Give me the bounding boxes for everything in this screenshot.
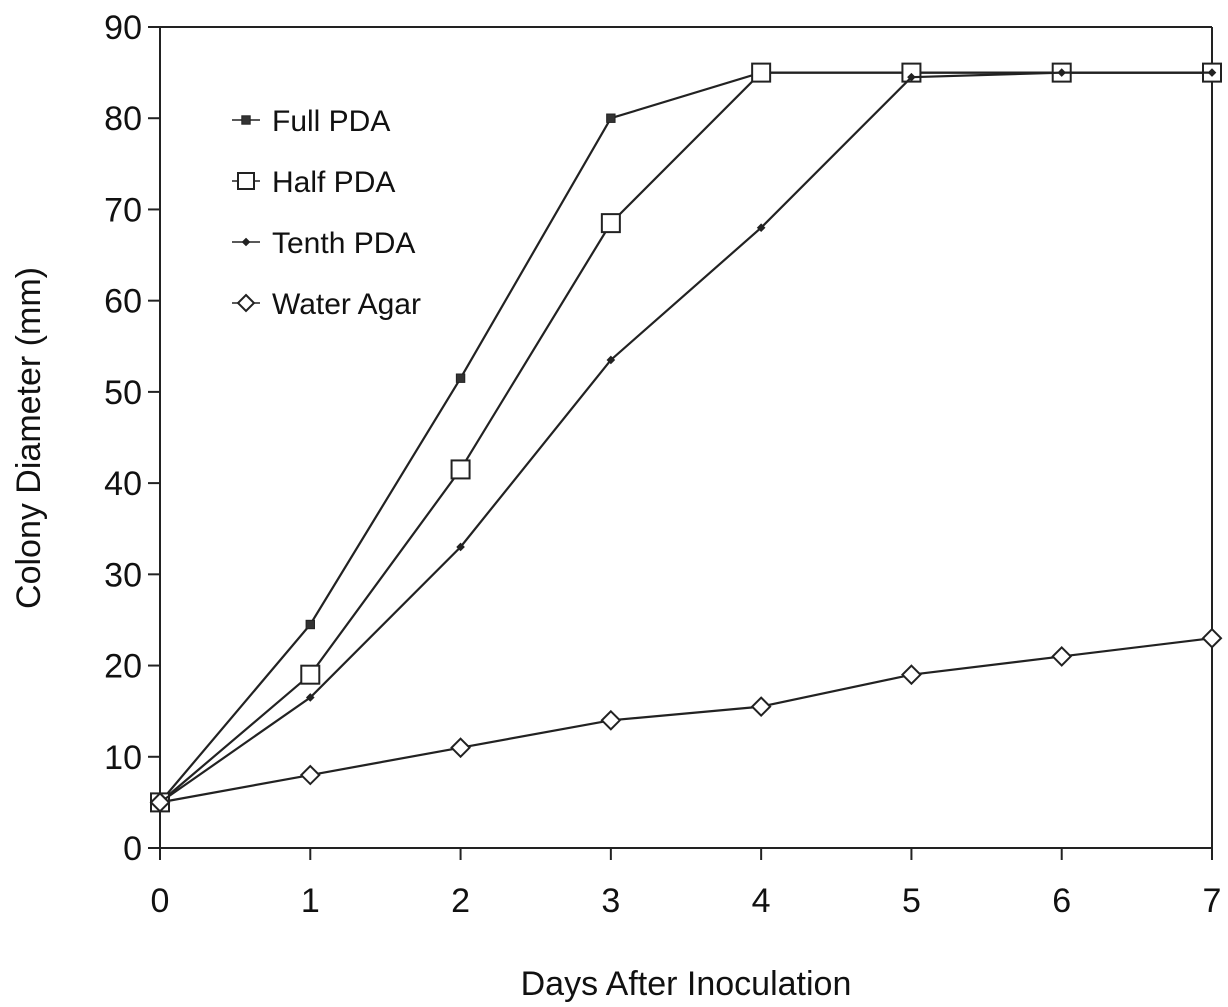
y-tick-label: 0 xyxy=(123,830,142,868)
y-tick-label: 30 xyxy=(104,556,142,594)
legend-item-half-pda: Half PDA xyxy=(232,166,395,199)
data-point-water-agar xyxy=(149,791,171,813)
data-point-water-agar xyxy=(450,737,471,759)
legend-marker-tenth-pda xyxy=(241,237,251,247)
x-tick-label: 7 xyxy=(1203,882,1222,920)
legend-marker-half-pda xyxy=(237,172,255,190)
x-tick-label: 5 xyxy=(902,882,921,920)
data-point-full-pda xyxy=(455,373,466,383)
legend-marker-water-agar xyxy=(236,293,256,313)
legend-item-tenth-pda: Tenth PDA xyxy=(232,227,415,260)
legend-marker-full-pda xyxy=(241,115,251,125)
series-layer xyxy=(149,62,1223,813)
y-tick-label: 90 xyxy=(104,9,142,47)
x-tick-label: 4 xyxy=(752,882,771,920)
data-point-tenth-pda xyxy=(756,223,766,232)
legend-item-water-agar: Water Agar xyxy=(232,288,421,321)
data-point-tenth-pda xyxy=(606,355,616,365)
y-tick-label: 20 xyxy=(104,648,142,686)
y-ticks: 0 10 20 30 40 50 60 70 80 90 xyxy=(104,9,160,868)
data-point-tenth-pda xyxy=(305,693,315,702)
x-ticks: 0 1 2 3 4 5 6 7 xyxy=(151,848,1222,920)
y-tick-label: 80 xyxy=(104,100,142,138)
legend-label: Tenth PDA xyxy=(272,227,415,260)
y-axis-title: Colony Diameter (mm) xyxy=(10,267,48,609)
data-point-full-pda xyxy=(305,619,315,630)
x-tick-label: 2 xyxy=(451,882,470,920)
data-point-water-agar xyxy=(600,709,622,731)
data-point-tenth-pda xyxy=(1207,68,1217,77)
x-tick-label: 0 xyxy=(151,882,170,920)
series-water-agar xyxy=(149,627,1223,813)
series-tenth-pda xyxy=(155,68,1217,807)
x-tick-label: 6 xyxy=(1052,882,1071,920)
series-line-tenth-pda xyxy=(159,71,1212,804)
data-point-water-agar xyxy=(1201,627,1223,649)
data-point-half-pda xyxy=(751,62,772,83)
data-point-tenth-pda xyxy=(1057,68,1067,77)
data-point-water-agar xyxy=(901,664,922,686)
data-point-water-agar xyxy=(1051,646,1073,667)
y-tick-label: 60 xyxy=(104,283,142,321)
legend: Full PDA Half PDA Tenth PDA Water Agar xyxy=(232,105,421,321)
legend-label: Full PDA xyxy=(272,105,390,138)
x-tick-label: 1 xyxy=(301,882,320,920)
data-point-half-pda xyxy=(300,664,321,685)
y-tick-label: 10 xyxy=(104,739,142,777)
data-point-tenth-pda xyxy=(456,542,465,552)
plot-frame xyxy=(160,26,1213,848)
y-tick-label: 70 xyxy=(104,191,142,229)
legend-label: Water Agar xyxy=(272,288,421,321)
series-line-water-agar xyxy=(159,637,1213,804)
x-axis-title: Days After Inoculation xyxy=(521,965,852,1003)
data-point-half-pda xyxy=(450,459,471,480)
data-point-full-pda xyxy=(606,113,616,123)
x-tick-label: 3 xyxy=(601,882,620,920)
y-tick-label: 50 xyxy=(104,374,142,412)
legend-label: Half PDA xyxy=(272,166,395,199)
data-point-water-agar xyxy=(299,764,321,786)
legend-item-full-pda: Full PDA xyxy=(232,105,390,138)
data-point-half-pda xyxy=(600,213,621,234)
data-point-tenth-pda xyxy=(907,72,916,82)
y-tick-label: 40 xyxy=(104,465,142,503)
data-point-water-agar xyxy=(750,696,772,718)
